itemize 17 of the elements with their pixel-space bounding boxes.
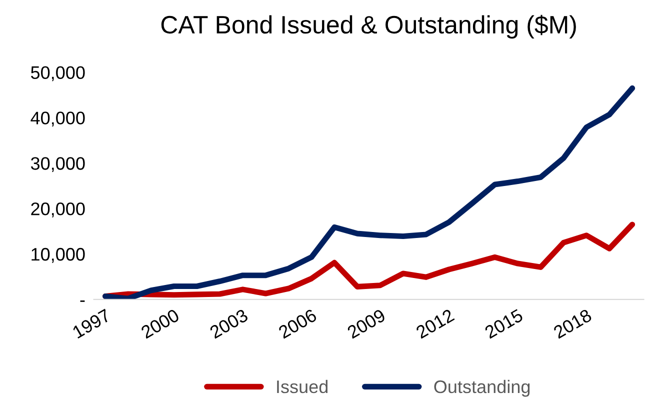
x-tick-label: 2012 (415, 308, 455, 339)
x-tick-label: 1997 (72, 308, 112, 339)
y-tick-label: 40,000 (30, 112, 85, 127)
y-tick-label: 50,000 (30, 66, 85, 82)
x-tick-label: 2018 (552, 308, 592, 339)
legend-label: Outstanding (434, 380, 530, 397)
x-tick-label: 2006 (278, 308, 318, 339)
chart-title: CAT Bond Issued & Outstanding ($M) (161, 14, 576, 39)
y-tick-label: 30,000 (30, 157, 85, 172)
y-tick-label: 20,000 (31, 202, 85, 218)
x-tick-label: 2003 (209, 308, 249, 339)
y-tick-label: - (80, 300, 85, 302)
x-tick-label: 2000 (140, 308, 180, 339)
x-tick-label: 2015 (484, 308, 524, 339)
legend-label: Issued (277, 380, 328, 394)
y-tick-label: 10,000 (32, 248, 85, 263)
x-tick-label: 2009 (346, 308, 386, 339)
